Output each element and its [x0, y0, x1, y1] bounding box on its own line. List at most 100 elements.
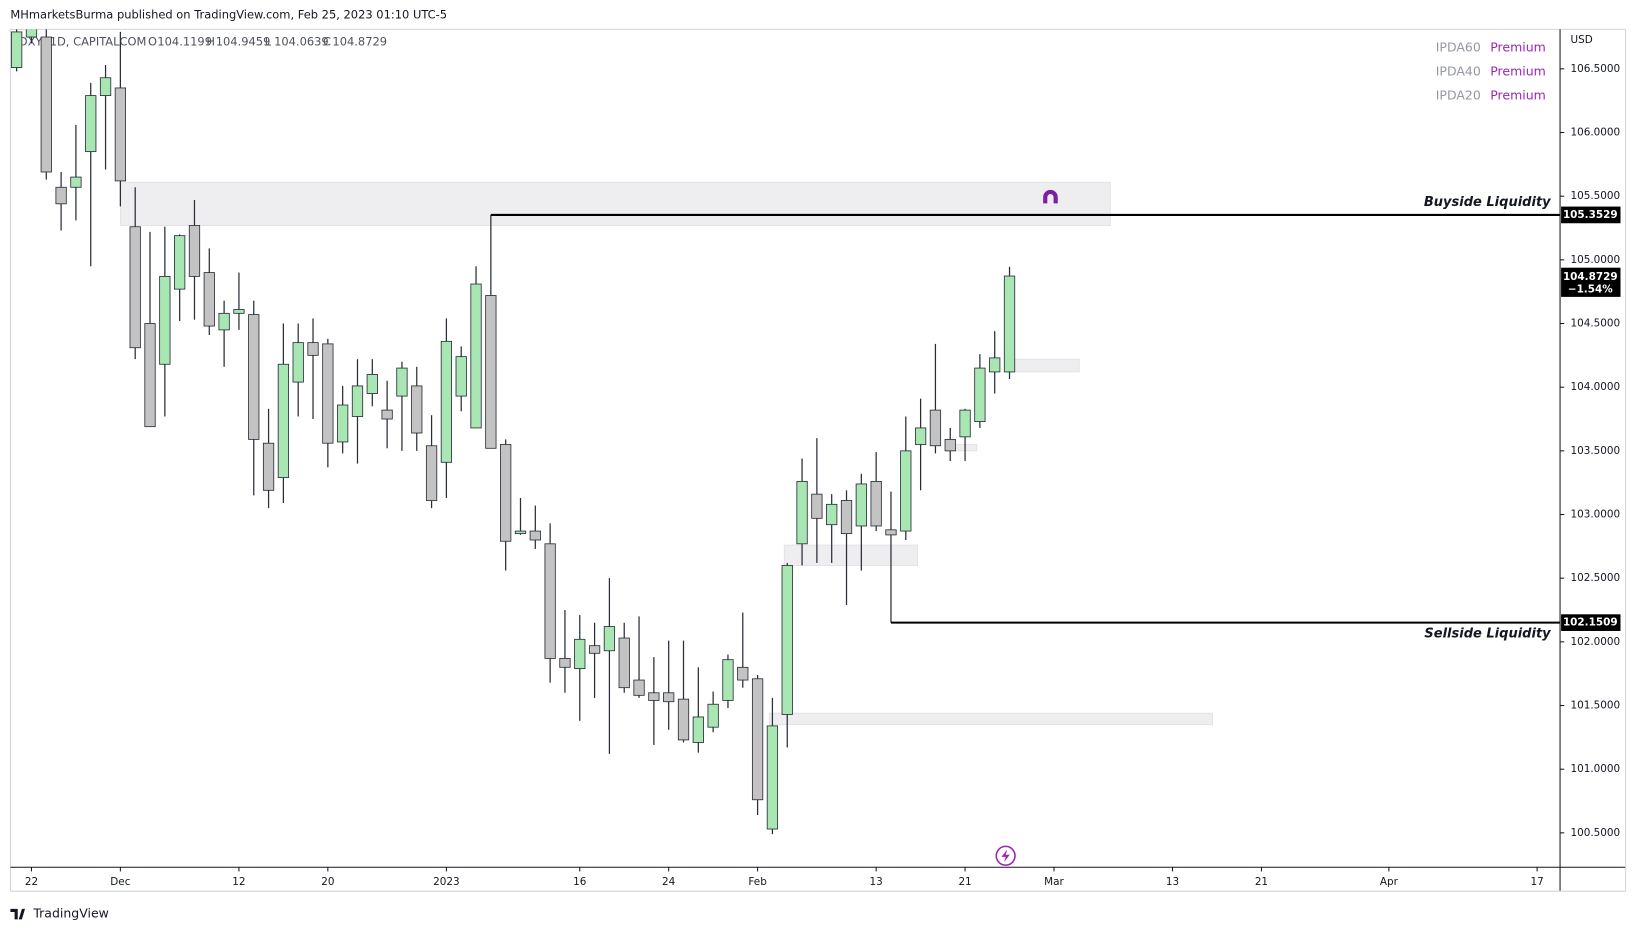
- candle-body: [85, 95, 97, 153]
- candle-body: [914, 427, 927, 445]
- candle-body: [900, 450, 912, 532]
- indicator-value: Premium: [1490, 64, 1546, 79]
- plot-area: [11, 29, 1213, 835]
- liquidity-label: Sellside Liquidity: [1424, 627, 1551, 642]
- y-tick-label: 102.0000: [1570, 636, 1620, 648]
- ohlc-value: 104.9459: [216, 34, 271, 48]
- candle-body: [144, 323, 156, 428]
- y-tick-label: 101.0000: [1570, 763, 1620, 775]
- y-tick-label: 104.5000: [1570, 318, 1620, 330]
- liquidity-label: Buyside Liquidity: [1424, 195, 1551, 210]
- candle-body: [692, 716, 704, 743]
- indicator-name: IPDA40: [1436, 64, 1481, 79]
- currency: USD: [1570, 34, 1592, 46]
- candle-body: [322, 343, 334, 444]
- candle-body: [470, 283, 482, 429]
- liquidity-zone: [783, 544, 919, 566]
- y-tick-label: 103.5000: [1570, 445, 1620, 457]
- candle-body: [989, 357, 1001, 373]
- indicator-value: Premium: [1490, 40, 1546, 55]
- candle-body: [559, 657, 571, 668]
- candle-body: [826, 503, 838, 526]
- symbol: DXY, 1D, CAPITALCOM: [19, 34, 147, 48]
- candle-body: [248, 314, 260, 440]
- candle-body: [425, 445, 438, 501]
- x-tick-label: 12: [232, 876, 245, 888]
- y-tick-label: 100.5000: [1570, 827, 1620, 839]
- ohlc-value: 104.8729: [332, 34, 387, 48]
- candle-body: [929, 409, 942, 447]
- candle-body: [603, 626, 616, 652]
- x-tick-label: 13: [1166, 876, 1179, 888]
- candle-body: [455, 356, 467, 397]
- ohlc-value: 104.1199: [157, 34, 212, 48]
- x-tick-label: 20: [321, 876, 334, 888]
- y-tick-label: 104.0000: [1570, 381, 1620, 393]
- candle-body: [751, 678, 764, 801]
- x-tick-label: Mar: [1044, 876, 1064, 888]
- ohlc-key: L: [265, 34, 272, 48]
- candle-body: [855, 483, 867, 527]
- candle-body: [529, 530, 541, 541]
- x-tick-label: 17: [1530, 876, 1543, 888]
- x-tick-label: 2023: [433, 876, 459, 888]
- candle-body: [944, 438, 956, 452]
- y-tick-label: 105.5000: [1570, 190, 1620, 202]
- x-tick-label: Dec: [110, 876, 130, 888]
- candle-body: [1003, 275, 1016, 373]
- footer-logo: [10, 908, 26, 920]
- ohlc-value: 104.0639: [274, 34, 329, 48]
- candle-body: [99, 77, 112, 97]
- candle-body: [974, 367, 986, 422]
- candle-body: [722, 659, 734, 701]
- candle-body: [411, 385, 423, 434]
- candle-body: [485, 295, 497, 449]
- x-tick-label: Feb: [748, 876, 767, 888]
- candle-body: [11, 31, 23, 68]
- candle-body: [574, 638, 586, 670]
- candle-body: [40, 36, 52, 173]
- candle-body: [233, 309, 245, 314]
- candle-body: [292, 342, 304, 383]
- last-price-label: 104.8729: [1563, 271, 1618, 283]
- liquidity-zone: [769, 712, 1213, 726]
- candle-body: [114, 87, 127, 182]
- candle-body: [307, 342, 319, 356]
- candle-body: [737, 666, 749, 681]
- candle-body: [203, 272, 215, 327]
- x-tick-label: 21: [958, 876, 971, 888]
- candle-body: [648, 692, 660, 701]
- candle-body: [500, 444, 512, 542]
- x-tick-label: 22: [25, 876, 38, 888]
- candle-body: [840, 500, 853, 535]
- candle-body: [663, 692, 675, 703]
- ohlc-key: H: [206, 34, 215, 48]
- candle-body: [766, 725, 779, 830]
- y-tick-label: 103.0000: [1570, 509, 1620, 521]
- lightning-icon: [995, 845, 1016, 866]
- y-tick-label: 106.0000: [1570, 127, 1620, 139]
- liquidity-zone: [119, 181, 1111, 226]
- candle-body: [218, 312, 230, 331]
- x-tick-label: 24: [662, 876, 676, 888]
- liquidity-zone: [1004, 358, 1080, 373]
- indicator-name: IPDA60: [1436, 40, 1481, 55]
- y-tick-label: 106.5000: [1570, 63, 1620, 75]
- candle-body: [514, 530, 527, 535]
- candle-body: [796, 480, 808, 545]
- ohlc-key: C: [323, 34, 331, 48]
- x-tick-label: 21: [1255, 876, 1268, 888]
- candle-body: [277, 363, 290, 479]
- x-tick-label: 16: [573, 876, 586, 888]
- candle-body: [55, 186, 67, 205]
- y-tick-label: 105.0000: [1570, 254, 1620, 266]
- footer-brand: TradingView: [32, 906, 109, 921]
- candle-body: [618, 637, 630, 689]
- indicator-list: IPDA60 Premium IPDA40 Premium IPDA20 Premium: [1436, 40, 1546, 103]
- publish-header: MHmarketsBurma published on TradingView.…: [10, 7, 447, 21]
- x-tick-label: 13: [870, 876, 883, 888]
- candle-body: [381, 409, 393, 420]
- candle-body: [959, 409, 971, 438]
